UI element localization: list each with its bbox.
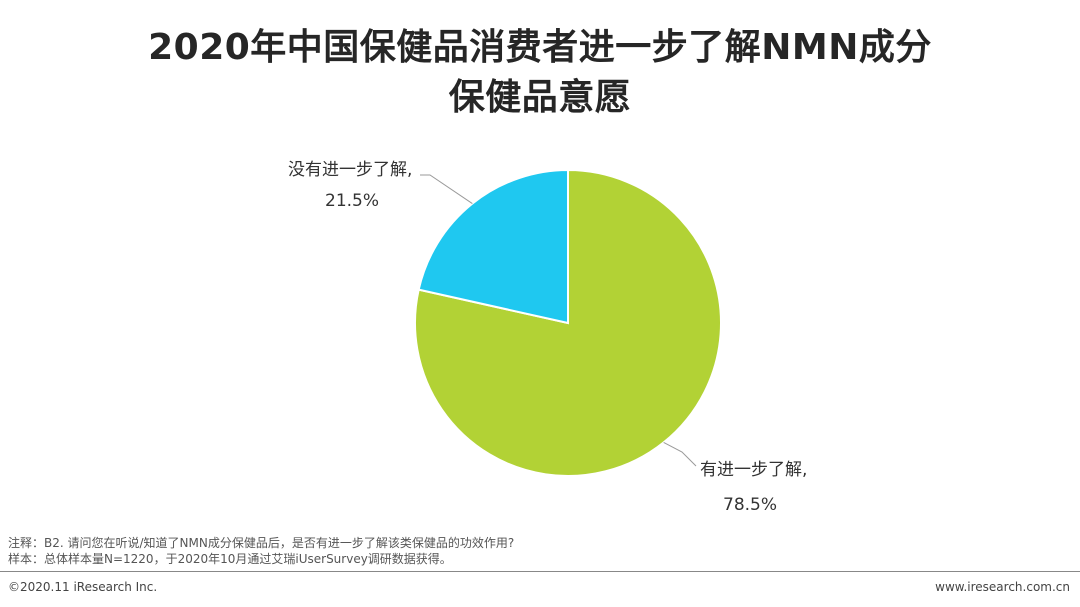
leader-line-2	[420, 174, 473, 205]
slice-label-1: 有进一步了解,	[700, 460, 807, 480]
note-sample: 样本：总体样本量N=1220，于2020年10月通过艾瑞iUserSurvey调…	[8, 552, 452, 566]
footer-divider	[0, 571, 1080, 572]
chart-title-line2: 保健品意愿	[448, 77, 632, 118]
slice-label-2: 没有进一步了解,	[288, 160, 412, 180]
slice-value-2: 21.5%	[325, 191, 379, 211]
footer-copyright: ©2020.11 iResearch Inc.	[8, 580, 158, 594]
slice-value-1: 78.5%	[723, 495, 777, 515]
chart-notes: 注释：B2. 请问您在听说/知道了NMN成分保健品后，是否有进一步了解该类保健品…	[8, 535, 514, 567]
leader-line-1	[663, 441, 697, 467]
note-question: 注释：B2. 请问您在听说/知道了NMN成分保健品后，是否有进一步了解该类保健品…	[8, 536, 515, 550]
chart-title-line1: 2020年中国保健品消费者进一步了解NMN成分	[148, 27, 932, 68]
footer-website: www.iresearch.com.cn	[935, 580, 1070, 594]
pie-slice-2	[417, 168, 569, 325]
